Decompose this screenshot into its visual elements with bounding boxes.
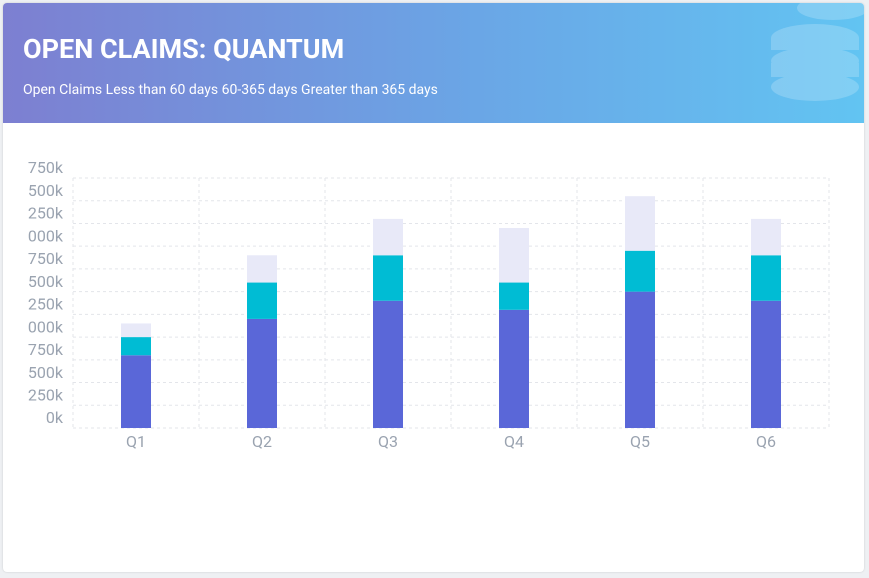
card: OPEN CLAIMS: QUANTUM Open Claims Less th…	[3, 3, 864, 572]
x-tick-label: Q6	[756, 432, 776, 451]
y-tick-label: 0k	[46, 408, 64, 427]
y-tick-label: 000k	[28, 317, 64, 336]
y-tick-label: 250k	[28, 204, 64, 223]
header: OPEN CLAIMS: QUANTUM Open Claims Less th…	[3, 3, 864, 123]
bar-segment	[751, 255, 781, 301]
x-tick-label: Q4	[504, 432, 524, 451]
legend-entry: Greater than 365 days	[301, 82, 438, 98]
bar-segment	[373, 300, 403, 428]
legend-entry: 60-365 days	[221, 82, 298, 98]
title: OPEN CLAIMS: QUANTUM	[23, 33, 345, 65]
y-tick-label: 500k	[28, 363, 64, 382]
x-tick-label: Q3	[378, 432, 398, 451]
subtitle: Open Claims Less than 60 days 60-365 day…	[23, 82, 438, 98]
x-tick-label: Q1	[126, 432, 146, 451]
x-tick-label: Q5	[630, 432, 650, 451]
bar-segment	[247, 318, 277, 428]
bar-segment	[373, 218, 403, 256]
y-tick-label: 250k	[28, 385, 64, 404]
y-tick-label: 500k	[28, 272, 64, 291]
bar-segment	[625, 250, 655, 292]
y-tick-label: 750k	[28, 249, 64, 268]
bar-segment	[625, 196, 655, 251]
subtitle-text: Open Claims	[23, 82, 103, 98]
bar-segment	[247, 255, 277, 283]
coins-icon	[771, 3, 864, 101]
bar-segment	[373, 255, 403, 301]
legend-entry: Less than 60 days	[105, 82, 219, 98]
y-tick-label: 750k	[28, 340, 64, 359]
y-tick-label: 250k	[28, 295, 64, 314]
bar-segment	[121, 323, 151, 338]
bar-segment	[121, 337, 151, 356]
y-tick-label: 000k	[28, 226, 64, 245]
chart: 0k 250k 500k 750k 000k 250k 500k 750k 000k 250k 50…	[28, 158, 830, 451]
bar-segment	[751, 300, 781, 428]
y-tick-label: 750k	[28, 158, 64, 177]
bar-segment	[247, 282, 277, 319]
bar-segment	[751, 218, 781, 256]
bar-segment	[121, 355, 151, 428]
bar-segment	[499, 228, 529, 283]
bar-segment	[499, 309, 529, 428]
x-tick-label: Q2	[252, 432, 272, 451]
bar-segment	[499, 282, 529, 310]
y-tick-label: 500k	[28, 181, 64, 200]
bar-segment	[625, 291, 655, 428]
